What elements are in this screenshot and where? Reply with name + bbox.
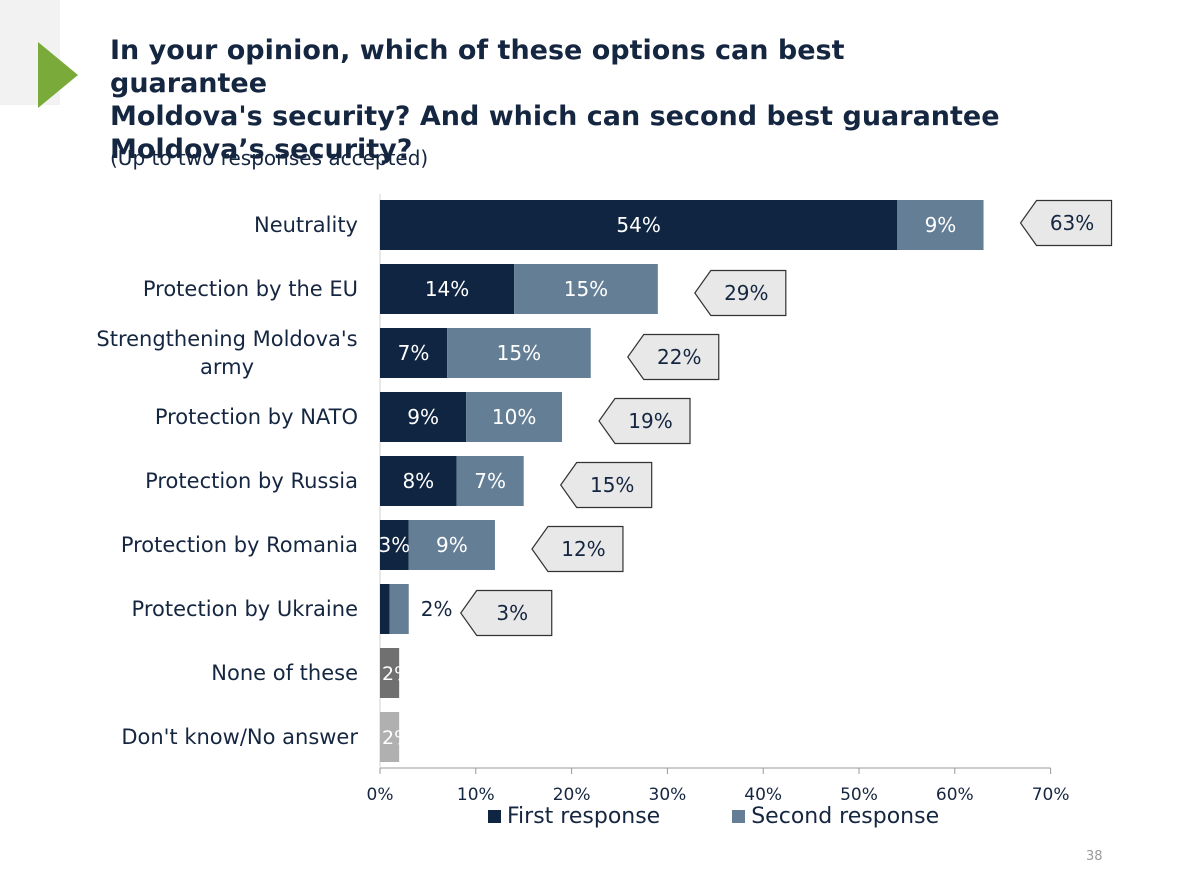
title-line-1: In your opinion, which of these options … <box>110 35 845 99</box>
chart-legend: First response Second response <box>488 804 939 829</box>
data-label-first: 3% <box>379 533 411 557</box>
legend-swatch-first <box>488 810 501 823</box>
data-label-first: 7% <box>398 341 430 365</box>
category-label: Protection by the EU <box>143 277 358 301</box>
total-label: 19% <box>628 409 672 433</box>
green-triangle-icon <box>38 42 78 108</box>
data-label-first: 9% <box>407 405 439 429</box>
bar-first-response <box>380 392 467 442</box>
legend-item-second: Second response <box>732 804 939 829</box>
bar-first-response <box>380 584 390 634</box>
data-label-second: 15% <box>564 277 608 301</box>
bar-second-response <box>466 392 563 442</box>
bar-second-response <box>408 520 495 570</box>
bar-second-response <box>456 456 524 506</box>
total-label: 15% <box>590 473 634 497</box>
data-label-first: 8% <box>402 469 434 493</box>
title-line-3: Moldova’s security? <box>110 134 413 165</box>
bar-second-response <box>897 200 984 250</box>
total-label: 63% <box>1050 211 1094 235</box>
x-tick-label: 40% <box>744 785 782 805</box>
data-label-single: 2% <box>382 663 412 685</box>
bar-first-response <box>380 200 898 250</box>
data-label-second: 10% <box>492 405 536 429</box>
total-callout <box>627 333 720 381</box>
legend-label-second: Second response <box>751 804 940 829</box>
x-tick-label: 30% <box>649 785 687 805</box>
category-label: Protection by Ukraine <box>132 597 358 621</box>
data-label-second: 9% <box>436 533 468 557</box>
bar-single <box>380 648 400 698</box>
chart-subtitle: (Up to two responses accepted) <box>110 146 429 170</box>
bar-first-response <box>380 456 457 506</box>
bar-second-response <box>447 328 591 378</box>
data-label-second: 15% <box>497 341 541 365</box>
data-label-second: 2% <box>421 597 453 621</box>
bar-single <box>380 712 400 762</box>
legend-label-first: First response <box>507 804 661 829</box>
total-callout <box>694 269 787 317</box>
decorative-corner <box>0 0 78 108</box>
category-label: Protection by Russia <box>145 469 358 493</box>
total-callout <box>598 397 691 445</box>
x-tick-label: 70% <box>1032 785 1070 805</box>
total-callout <box>559 461 653 509</box>
title-line-2: Moldova's security? And which can second… <box>110 101 1000 132</box>
category-label: Neutrality <box>254 213 358 237</box>
data-label-first: 54% <box>616 213 660 237</box>
total-label: 29% <box>724 281 768 305</box>
bar-second-response <box>389 584 409 634</box>
x-tick-label: 20% <box>553 785 591 805</box>
total-callout <box>531 525 624 573</box>
category-label: None of these <box>211 661 358 685</box>
data-label-single: 2% <box>382 727 412 749</box>
total-label: 12% <box>561 537 605 561</box>
bar-second-response <box>514 264 658 314</box>
x-tick-label: 10% <box>457 785 495 805</box>
bar-first-response <box>380 328 448 378</box>
category-label: Protection by NATO <box>155 405 358 429</box>
x-tick-label: 0% <box>367 785 394 805</box>
category-label: Don't know/No answer <box>121 725 358 749</box>
x-tick-label: 60% <box>936 785 974 805</box>
data-label-second: 9% <box>925 213 957 237</box>
bar-first-response <box>380 520 409 570</box>
bar-first-response <box>380 264 515 314</box>
x-tick-label: 50% <box>840 785 878 805</box>
data-label-second: 7% <box>474 469 506 493</box>
chart-title: In your opinion, which of these options … <box>110 34 1010 166</box>
legend-swatch-second <box>732 810 746 823</box>
category-label: Strengthening Moldova's <box>96 327 357 351</box>
data-label-first: 14% <box>425 277 469 301</box>
total-callout <box>460 589 553 637</box>
legend-item-first: First response <box>488 804 660 829</box>
category-label: Protection by Romania <box>121 533 358 557</box>
total-callout <box>1019 199 1113 247</box>
total-label: 22% <box>657 345 701 369</box>
page-number: 38 <box>1086 849 1103 864</box>
category-label: army <box>200 355 254 379</box>
total-label: 3% <box>496 601 528 625</box>
